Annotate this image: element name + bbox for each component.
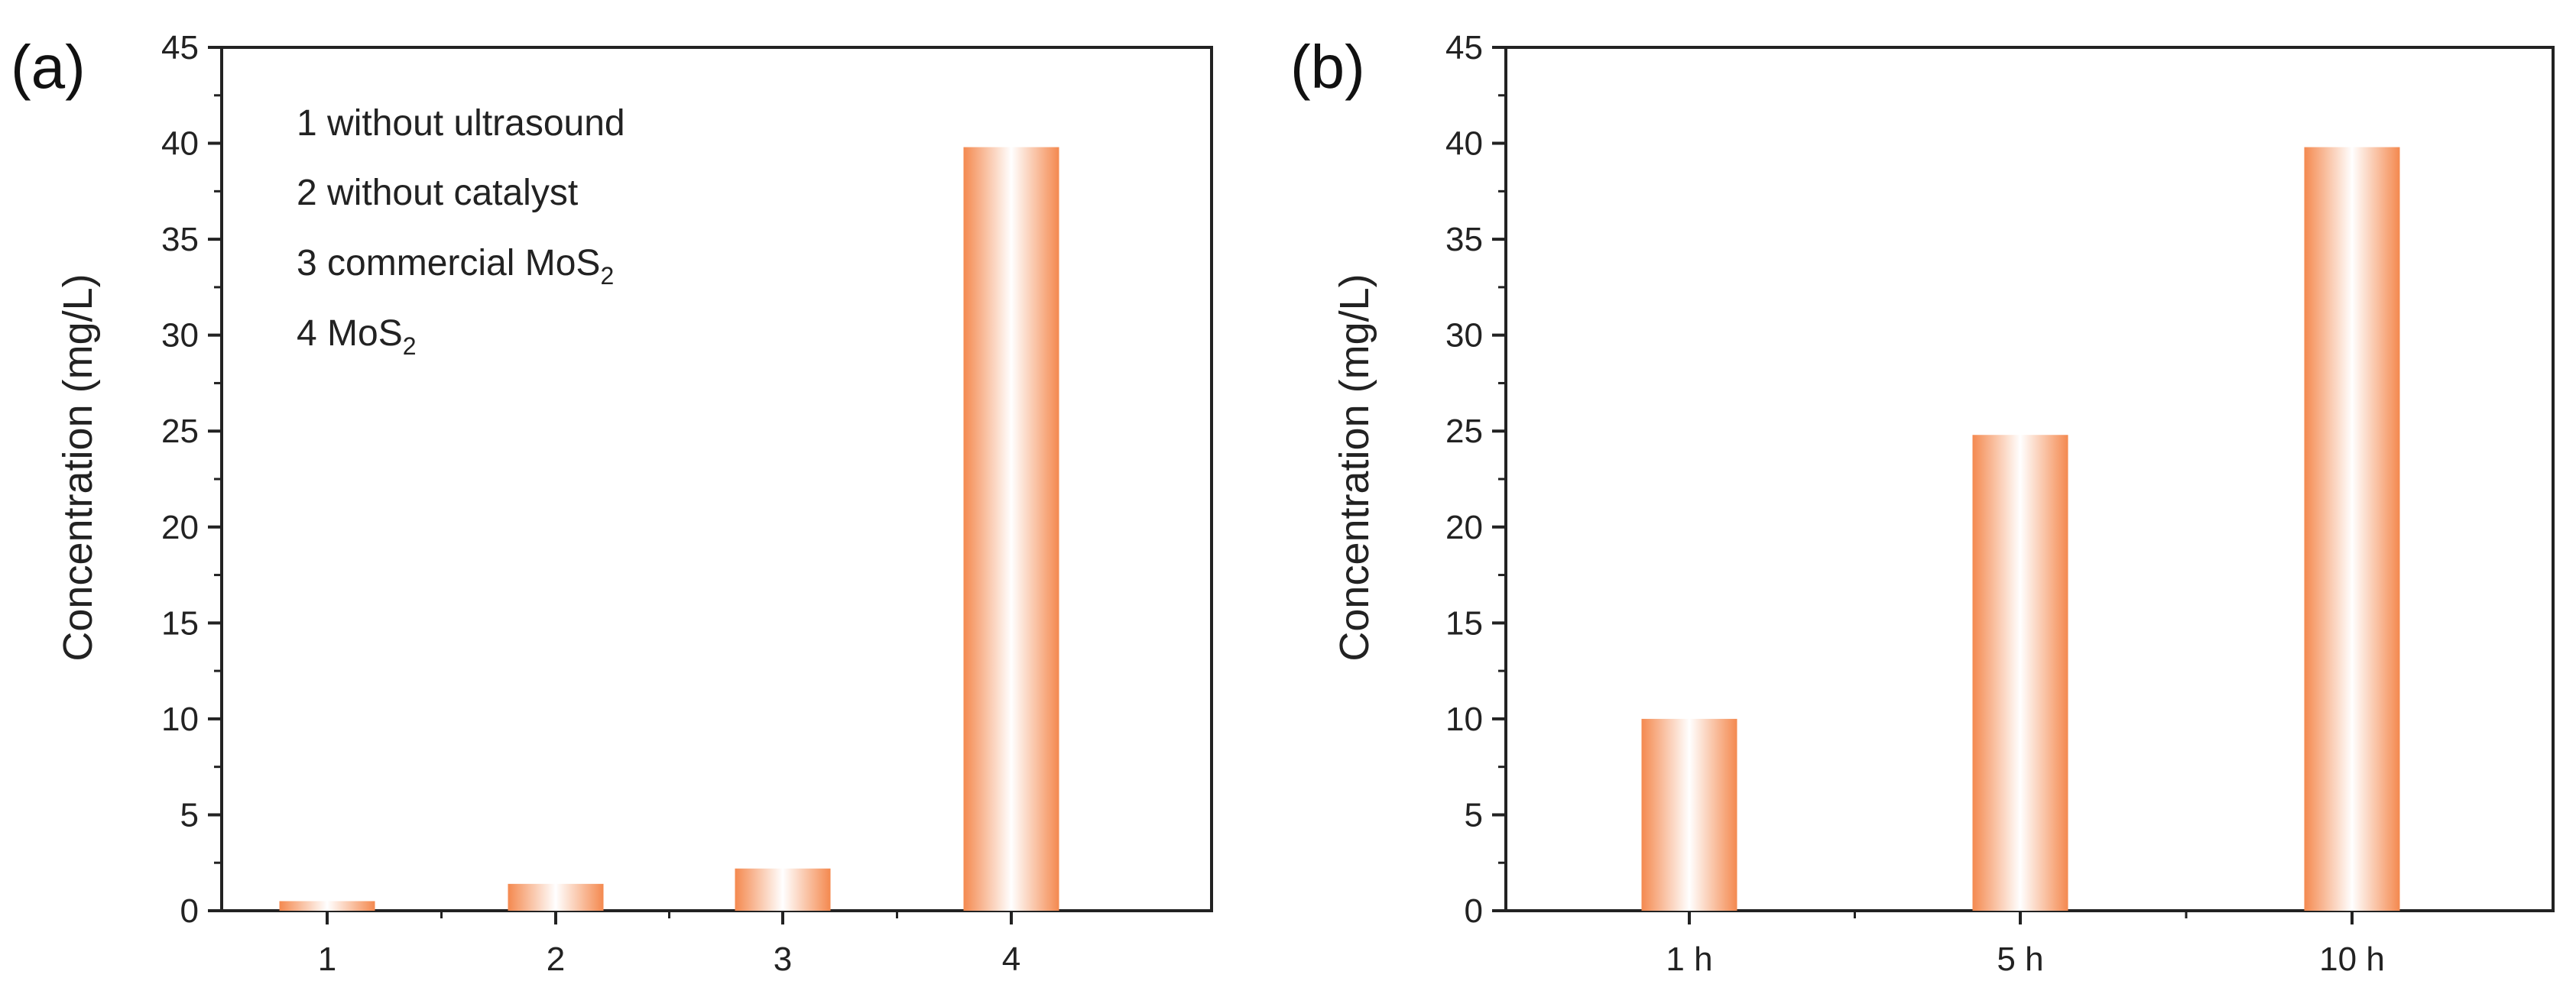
y-tick-label: 10 xyxy=(161,701,199,738)
x-tick-label: 4 xyxy=(1002,941,1020,978)
bar-1 xyxy=(279,901,375,911)
legend-entry-4: 4 MoS2 xyxy=(297,313,417,360)
bar-4 xyxy=(963,147,1059,911)
bar-1-h xyxy=(1641,718,1737,911)
y-tick-label: 20 xyxy=(1445,509,1483,546)
x-tick-label: 10 h xyxy=(2319,941,2385,978)
y-tick-label: 45 xyxy=(1445,29,1483,66)
panel-a-bars xyxy=(279,147,1059,911)
y-tick-label: 15 xyxy=(1445,604,1483,642)
panel-a-legend: 1 without ultrasound 2 without catalyst … xyxy=(297,103,625,360)
panel-b-x-ticks: 1 h 5 h 10 h xyxy=(1666,911,2385,978)
y-tick-label: 15 xyxy=(161,604,199,642)
panel-a-label: (a) xyxy=(11,33,86,101)
y-tick-label: 25 xyxy=(161,413,199,450)
panel-b-y-ticks: 0 5 10 15 20 25 30 35 40 45 xyxy=(1445,29,1506,930)
panel-a-y-ticks: 0 5 10 15 20 25 30 35 40 45 xyxy=(161,29,222,930)
y-tick-label: 35 xyxy=(161,221,199,258)
panel-b-label: (b) xyxy=(1290,33,1365,101)
panel-b: (b) Concentration (mg/L) 0 5 10 15 20 25 30 35 4… xyxy=(1290,29,2555,978)
x-tick-label: 5 h xyxy=(1997,941,2043,978)
y-tick-label: 0 xyxy=(180,892,199,930)
panel-b-y-axis-title: Concentration (mg/L) xyxy=(1332,274,1377,661)
y-tick-label: 5 xyxy=(1465,796,1483,834)
x-tick-label: 2 xyxy=(547,941,565,978)
panel-b-bars xyxy=(1641,147,2400,911)
panel-a-y-axis-title: Concentration (mg/L) xyxy=(55,274,101,661)
y-tick-label: 10 xyxy=(1445,701,1483,738)
x-tick-label: 1 h xyxy=(1666,941,1712,978)
x-tick-label: 1 xyxy=(318,941,336,978)
y-tick-label: 35 xyxy=(1445,221,1483,258)
y-tick-label: 25 xyxy=(1445,413,1483,450)
y-tick-label: 5 xyxy=(180,796,199,834)
y-tick-label: 40 xyxy=(161,125,199,163)
bar-10-h xyxy=(2304,147,2400,911)
legend-entry-2: 2 without catalyst xyxy=(297,173,578,213)
y-tick-label: 45 xyxy=(161,29,199,66)
panel-a-x-ticks: 1 2 3 4 xyxy=(318,911,1020,978)
x-tick-label: 3 xyxy=(774,941,792,978)
panel-a: (a) Concentration (mg/L) 0 5 10 15 20 25 30 35 4… xyxy=(11,29,1213,978)
y-tick-label: 20 xyxy=(161,509,199,546)
y-tick-label: 0 xyxy=(1465,892,1483,930)
legend-entry-1: 1 without ultrasound xyxy=(297,103,625,144)
bar-3 xyxy=(735,868,831,911)
y-tick-label: 40 xyxy=(1445,125,1483,163)
bar-2 xyxy=(508,883,604,911)
legend-entry-3: 3 commercial MoS2 xyxy=(297,243,614,290)
y-tick-label: 30 xyxy=(1445,317,1483,355)
y-tick-label: 30 xyxy=(161,317,199,355)
bar-5-h xyxy=(1972,435,2068,911)
